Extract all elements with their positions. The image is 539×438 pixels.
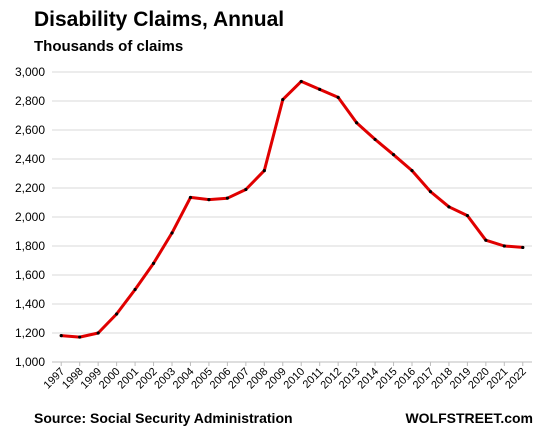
data-point — [244, 187, 248, 192]
y-tick-label: 1,000 — [15, 355, 45, 369]
data-point — [133, 287, 137, 292]
data-point — [465, 213, 469, 218]
series-line — [59, 79, 525, 339]
data-point — [355, 121, 359, 125]
x-axis: 1997199819992000200120022003200420052006… — [42, 362, 529, 391]
data-point — [484, 238, 488, 242]
y-tick-label: 1,600 — [15, 268, 45, 282]
chart-subtitle: Thousands of claims — [34, 38, 184, 55]
data-point — [281, 97, 285, 102]
y-tick-label: 2,600 — [15, 123, 45, 137]
x-tick-label: 2022 — [503, 366, 529, 392]
data-point — [262, 169, 266, 173]
data-point — [115, 312, 119, 316]
y-tick-label: 1,400 — [15, 297, 45, 311]
data-point — [447, 205, 451, 209]
data-point — [502, 244, 506, 248]
data-point — [59, 334, 63, 338]
brand-label: WOLFSTREET.com — [405, 410, 533, 426]
grid-lines — [52, 71, 532, 363]
data-point — [373, 137, 377, 142]
y-tick-label: 2,400 — [15, 152, 45, 166]
data-point — [410, 169, 414, 173]
data-point — [428, 190, 433, 194]
data-point — [151, 261, 156, 265]
y-tick-label: 2,000 — [15, 210, 45, 224]
data-point — [225, 196, 229, 200]
chart-title: Disability Claims, Annual — [34, 8, 285, 31]
data-points — [59, 79, 525, 339]
data-point — [207, 198, 211, 202]
y-tick-label: 1,200 — [15, 326, 45, 340]
data-point — [521, 245, 525, 250]
y-axis: 1,000 1,200 1,400 1,600 1,800 2,000 2,200 2,400… — [15, 65, 45, 369]
data-point — [318, 87, 322, 91]
y-tick-label: 3,000 — [15, 65, 45, 79]
data-point — [170, 231, 174, 235]
data-point — [391, 153, 396, 157]
data-point — [299, 79, 303, 84]
data-point — [96, 331, 100, 335]
data-point — [336, 95, 340, 99]
data-point — [78, 335, 82, 339]
y-tick-label: 2,800 — [15, 94, 45, 108]
y-tick-label: 2,200 — [15, 181, 45, 195]
data-point — [188, 195, 193, 200]
y-tick-label: 1,800 — [15, 239, 45, 253]
source-note: Source: Social Security Administration — [34, 410, 293, 426]
